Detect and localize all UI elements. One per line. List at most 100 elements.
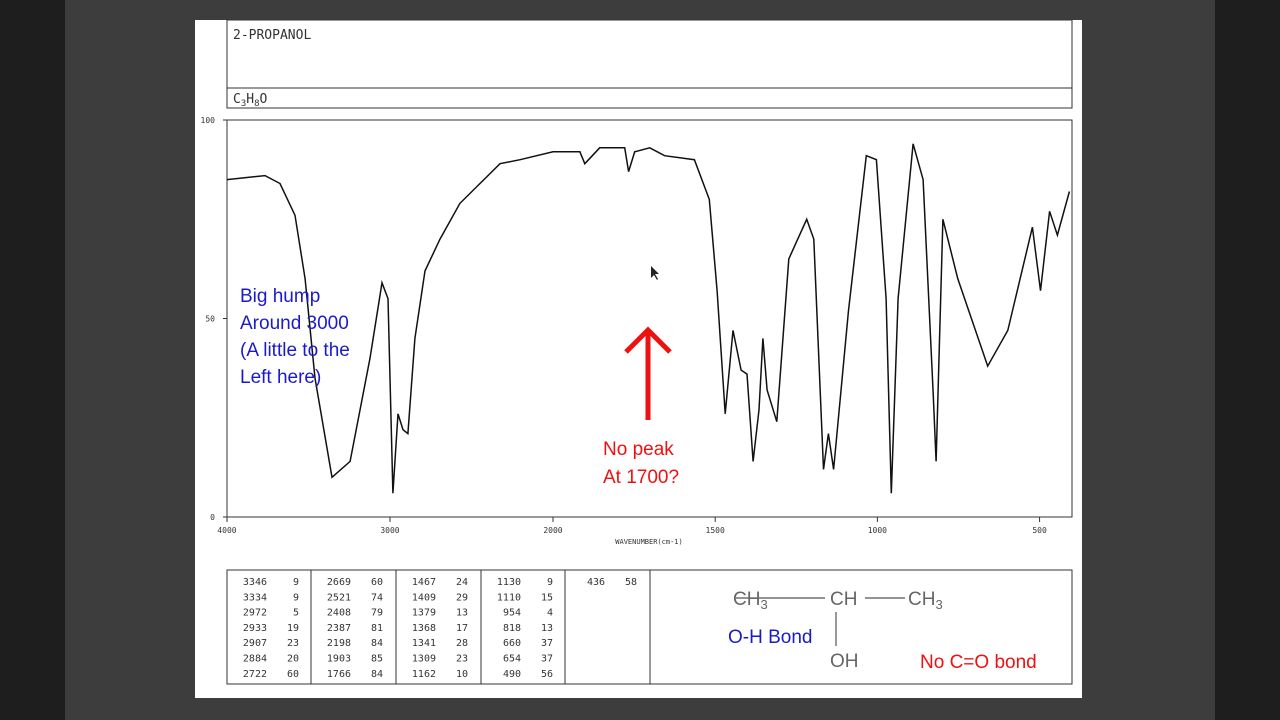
formula: C3H8O xyxy=(233,92,268,109)
group-text: 3 xyxy=(935,597,942,612)
peak-wavenumber: 436 xyxy=(587,577,605,588)
peak-transmittance: 74 xyxy=(371,592,383,603)
peak-transmittance: 20 xyxy=(287,654,299,665)
peak-transmittance: 23 xyxy=(456,654,468,665)
arrow xyxy=(624,326,672,420)
slide xyxy=(195,20,1082,698)
formula-part: 8 xyxy=(254,99,259,109)
peak-transmittance: 9 xyxy=(293,577,299,588)
compound-name: 2-PROPANOL xyxy=(233,28,311,43)
peak-transmittance: 23 xyxy=(287,638,299,649)
formula-part: H xyxy=(246,92,254,107)
peak-transmittance: 37 xyxy=(541,654,553,665)
peak-wavenumber: 2198 xyxy=(327,638,351,649)
x-tick-label: 1500 xyxy=(706,526,725,535)
annotation: At 1700? xyxy=(603,467,679,488)
group: CH xyxy=(830,589,857,610)
peak-transmittance: 58 xyxy=(625,577,637,588)
peak-wavenumber: 490 xyxy=(503,669,521,680)
peak-transmittance: 37 xyxy=(541,638,553,649)
peak-transmittance: 84 xyxy=(371,669,383,680)
peak-transmittance: 28 xyxy=(456,638,468,649)
peak-wavenumber: 1110 xyxy=(497,592,521,603)
y-tick-label: 50 xyxy=(205,315,215,324)
peak-transmittance: 4 xyxy=(547,608,553,619)
group: CH3 xyxy=(908,589,943,612)
x-tick-label: 2000 xyxy=(543,526,562,535)
peak-transmittance: 10 xyxy=(456,669,468,680)
carbonyl-note: No C=O bond xyxy=(920,652,1037,673)
formula-part: O xyxy=(260,92,268,107)
peak-transmittance: 9 xyxy=(293,592,299,603)
peak-wavenumber: 2884 xyxy=(243,654,267,665)
peak-wavenumber: 3346 xyxy=(243,577,267,588)
peak-transmittance: 15 xyxy=(541,592,553,603)
formula-part: C xyxy=(233,92,241,107)
peak-wavenumber: 1309 xyxy=(412,654,436,665)
x-tick-label: 500 xyxy=(1032,526,1047,535)
x-axis-label: WAVENUMBER(cm-1) xyxy=(615,538,682,546)
peak-transmittance: 17 xyxy=(456,623,468,634)
peak-transmittance: 84 xyxy=(371,638,383,649)
peak-transmittance: 60 xyxy=(371,577,383,588)
annotation: Big hump xyxy=(240,286,320,307)
y-tick-label: 100 xyxy=(201,116,216,125)
peak-transmittance: 13 xyxy=(456,608,468,619)
peak-wavenumber: 2722 xyxy=(243,669,267,680)
peak-wavenumber: 1130 xyxy=(497,577,521,588)
peak-wavenumber: 954 xyxy=(503,608,521,619)
left-strip xyxy=(0,0,65,720)
group: CH3 xyxy=(733,589,768,612)
peak-wavenumber: 1766 xyxy=(327,669,351,680)
annotation: Left here) xyxy=(240,367,321,388)
annotation: Around 3000 xyxy=(240,313,349,334)
peak-transmittance: 13 xyxy=(541,623,553,634)
peak-wavenumber: 2521 xyxy=(327,592,351,603)
peak-transmittance: 79 xyxy=(371,608,383,619)
group-text: 3 xyxy=(760,597,767,612)
peak-wavenumber: 818 xyxy=(503,623,521,634)
peak-wavenumber: 2933 xyxy=(243,623,267,634)
group-text: CH xyxy=(908,589,935,610)
peak-wavenumber: 2387 xyxy=(327,623,351,634)
formula-part: 3 xyxy=(241,99,246,109)
peak-wavenumber: 3334 xyxy=(243,592,267,603)
spectrum-line xyxy=(226,143,1071,494)
peak-transmittance: 85 xyxy=(371,654,383,665)
peak-transmittance: 9 xyxy=(547,577,553,588)
group-text: CH xyxy=(733,589,760,610)
x-tick-label: 3000 xyxy=(380,526,399,535)
peak-wavenumber: 1341 xyxy=(412,638,436,649)
peak-wavenumber: 2669 xyxy=(327,577,351,588)
bond-note: O-H Bond xyxy=(728,627,812,648)
right-strip xyxy=(1215,0,1280,720)
peak-transmittance: 60 xyxy=(287,669,299,680)
peak-wavenumber: 2408 xyxy=(327,608,351,619)
peak-transmittance: 81 xyxy=(371,623,383,634)
group: OH xyxy=(830,651,859,672)
peak-transmittance: 19 xyxy=(287,623,299,634)
annotation: No peak xyxy=(603,439,674,460)
peak-wavenumber: 654 xyxy=(503,654,521,665)
annotation: (A little to the xyxy=(240,340,350,361)
peak-wavenumber: 1368 xyxy=(412,623,436,634)
peak-wavenumber: 1467 xyxy=(412,577,436,588)
peak-wavenumber: 1379 xyxy=(412,608,436,619)
x-tick-label: 4000 xyxy=(217,526,236,535)
x-tick-label: 1000 xyxy=(868,526,887,535)
peak-transmittance: 5 xyxy=(293,608,299,619)
peak-wavenumber: 660 xyxy=(503,638,521,649)
cursor xyxy=(651,266,659,280)
peak-wavenumber: 1903 xyxy=(327,654,351,665)
peak-transmittance: 29 xyxy=(456,592,468,603)
peak-transmittance: 56 xyxy=(541,669,553,680)
formula-box xyxy=(226,87,1073,109)
peak-wavenumber: 2972 xyxy=(243,608,267,619)
peak-wavenumber: 2907 xyxy=(243,638,267,649)
peak-transmittance: 24 xyxy=(456,577,468,588)
peak-wavenumber: 1409 xyxy=(412,592,436,603)
peak-wavenumber: 1162 xyxy=(412,669,436,680)
y-tick-label: 0 xyxy=(210,513,215,522)
